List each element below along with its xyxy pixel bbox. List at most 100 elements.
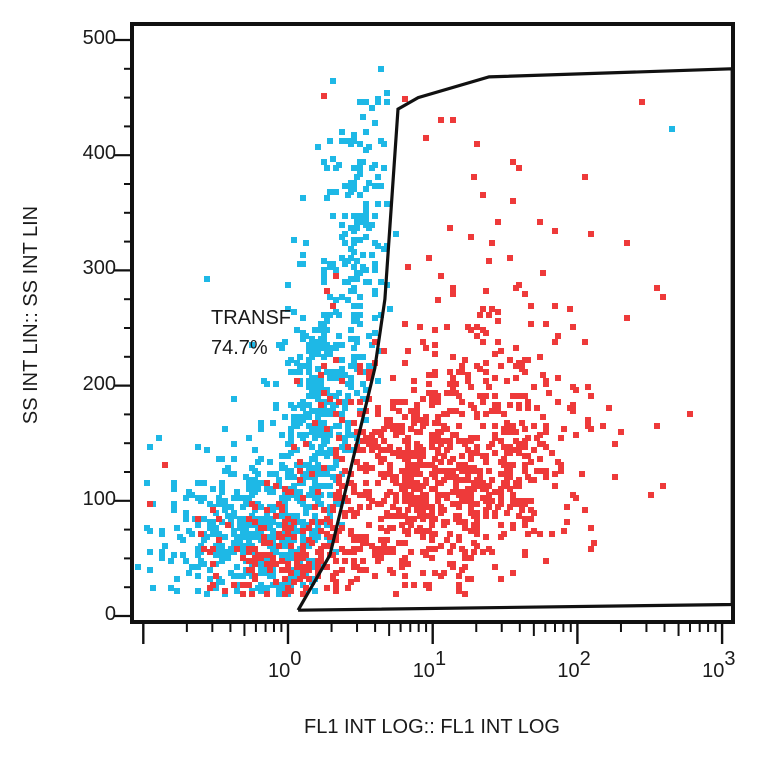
data-point [417,501,423,507]
data-point [411,378,417,384]
data-point [453,516,459,522]
data-point [357,312,363,318]
data-point [369,444,375,450]
data-point [552,228,558,234]
data-point [513,345,519,351]
data-point [378,432,384,438]
data-point [309,336,315,342]
data-point [450,489,456,495]
data-point [498,498,504,504]
data-point [459,453,465,459]
data-point [360,540,366,546]
data-point [360,252,366,258]
data-point [420,516,426,522]
data-point [183,495,189,501]
data-point [318,426,324,432]
data-point [405,516,411,522]
data-point [318,384,324,390]
data-point [318,519,324,525]
data-point [357,294,363,300]
data-point [372,183,378,189]
data-point [204,447,210,453]
data-point [330,405,336,411]
data-point [480,327,486,333]
data-point [294,327,300,333]
data-point [357,465,363,471]
data-point [537,456,543,462]
data-point [291,444,297,450]
data-point [600,423,606,429]
data-point [429,462,435,468]
data-point [465,486,471,492]
data-point [333,423,339,429]
data-point [498,438,504,444]
data-point [276,477,282,483]
data-point [588,231,594,237]
data-point [405,348,411,354]
data-point [276,501,282,507]
data-point [534,405,540,411]
data-point [303,585,309,591]
data-point [333,165,339,171]
data-point [279,507,285,513]
data-point [372,240,378,246]
data-point [330,213,336,219]
data-point [324,327,330,333]
data-point [222,588,228,594]
data-point [486,312,492,318]
data-point [243,522,249,528]
data-point [456,423,462,429]
data-point [519,507,525,513]
data-point [348,507,354,513]
data-point [357,399,363,405]
data-point [402,528,408,534]
data-point [372,162,378,168]
data-point [453,477,459,483]
data-point [402,582,408,588]
y-tick-label: 300 [82,257,116,280]
data-point [336,435,342,441]
data-point [159,555,165,561]
data-point [378,447,384,453]
data-point [654,285,660,291]
data-point [282,339,288,345]
data-point [264,591,270,597]
data-point [417,462,423,468]
data-point [456,438,462,444]
data-point [366,522,372,528]
data-point [315,396,321,402]
data-point [357,141,363,147]
data-point [447,390,453,396]
data-point [189,492,195,498]
data-point [378,183,384,189]
data-point [252,555,258,561]
data-point [519,363,525,369]
data-point [351,534,357,540]
data-point [513,483,519,489]
data-point [312,588,318,594]
data-point [351,549,357,555]
data-point [159,549,165,555]
data-point [372,261,378,267]
data-point [513,363,519,369]
data-point [264,480,270,486]
data-point [447,468,453,474]
data-point [306,504,312,510]
data-point [336,312,342,318]
data-point [459,363,465,369]
data-point [447,408,453,414]
data-point [354,225,360,231]
data-point [381,165,387,171]
data-point [492,489,498,495]
data-point [279,495,285,501]
data-point [408,549,414,555]
gate-name: TRANSF [211,307,291,329]
data-point [543,378,549,384]
data-point [522,426,528,432]
data-point [273,561,279,567]
data-point [348,225,354,231]
data-point [291,237,297,243]
data-point [336,372,342,378]
data-point [423,528,429,534]
data-point [300,363,306,369]
